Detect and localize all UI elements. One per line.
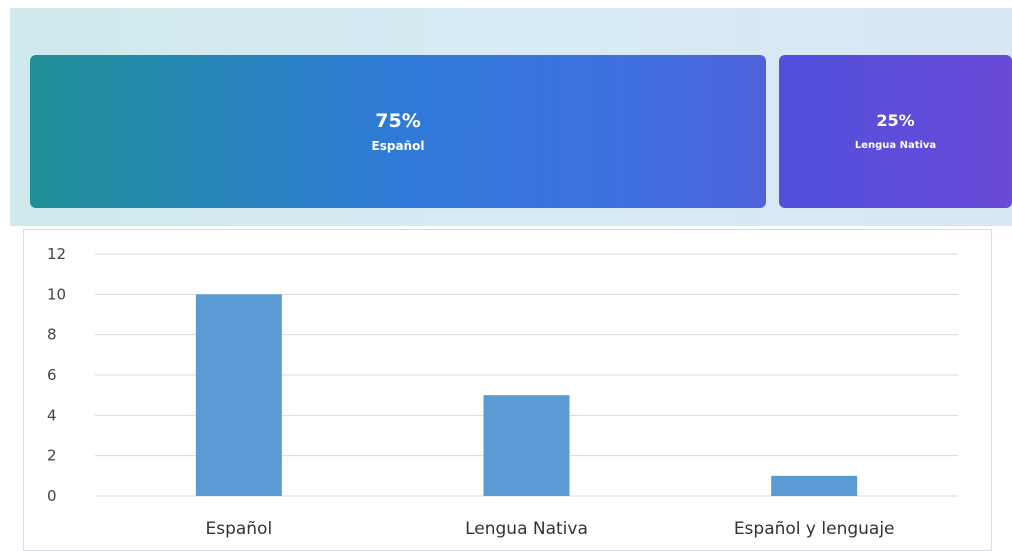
x-axis-category-labels: Español Lengua Nativa Español y lenguaje (205, 519, 894, 539)
y-tick-label: 4 (47, 406, 57, 424)
bar (771, 475, 858, 496)
y-axis-tick-labels: 0 2 4 6 8 10 12 (47, 245, 66, 505)
x-category-label: Español y lenguaje (734, 519, 895, 539)
spanish-percentage-label: Español (371, 138, 425, 153)
y-tick-label: 6 (47, 366, 57, 384)
x-category-label: Español (205, 519, 272, 539)
bar (195, 294, 282, 496)
y-tick-label: 10 (47, 285, 66, 303)
spanish-percentage-card: 75% Español (30, 55, 766, 208)
y-tick-label: 12 (47, 245, 66, 263)
spanish-percentage-value: 75% (375, 109, 421, 132)
bar (483, 395, 570, 496)
native-language-percentage-label: Lengua Nativa (854, 139, 937, 151)
native-language-percentage-value: 25% (876, 110, 915, 130)
y-tick-label: 0 (47, 487, 57, 505)
x-category-label: Lengua Nativa (465, 519, 588, 539)
bars (195, 294, 858, 496)
y-tick-label: 8 (47, 326, 57, 344)
native-language-percentage-card: 25% Lengua Nativa (779, 55, 1012, 208)
y-tick-label: 2 (47, 447, 57, 465)
bar-chart-svg: 0 2 4 6 8 10 12 Español Lengua Nativa Español y … (47, 245, 958, 539)
language-bar-chart: 0 2 4 6 8 10 12 Español Lengua Nativa Español y … (23, 229, 992, 551)
